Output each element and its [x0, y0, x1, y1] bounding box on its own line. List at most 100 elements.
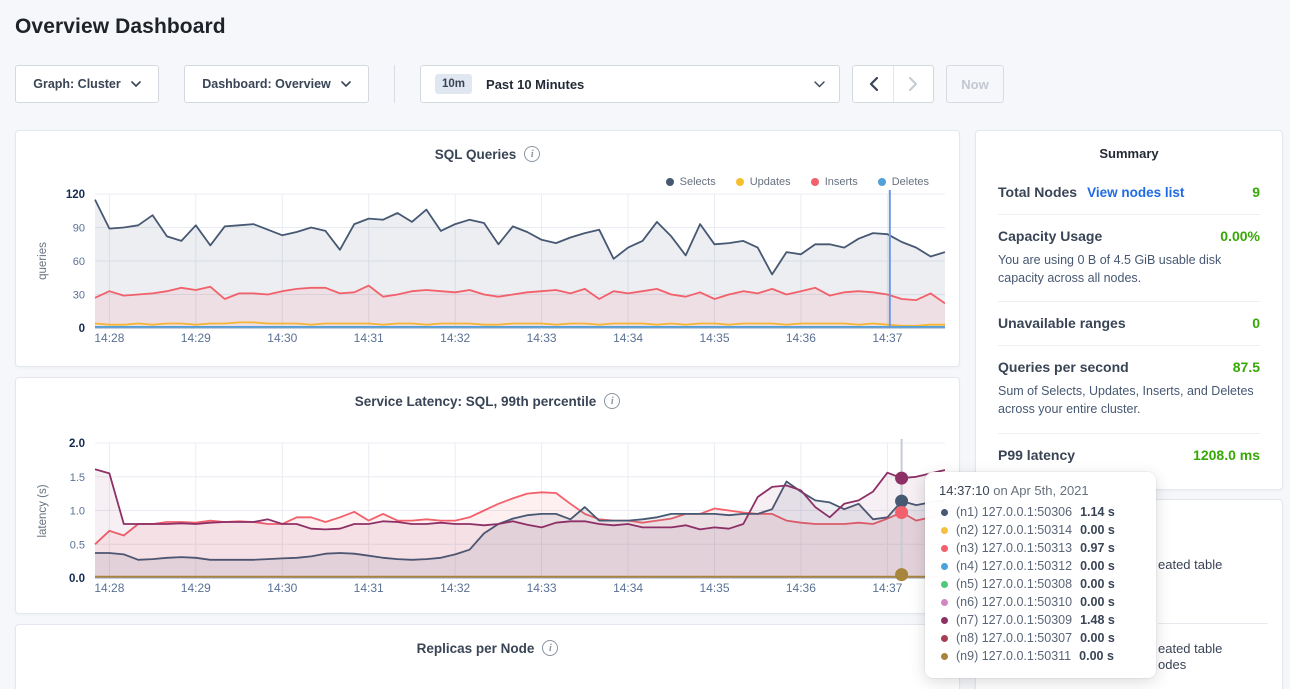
svg-text:60: 60	[73, 256, 85, 268]
node-series-dot	[941, 509, 948, 516]
chevron-down-icon	[341, 81, 351, 87]
svg-text:14:31: 14:31	[354, 581, 384, 595]
toolbar: Graph: Cluster Dashboard: Overview 10m P…	[15, 65, 1290, 103]
summary-description: You are using 0 B of 4.5 GiB usable disk…	[998, 251, 1260, 287]
chart-title: Replicas per Node	[417, 641, 535, 656]
time-range-badge: 10m	[435, 74, 472, 94]
svg-text:0: 0	[79, 323, 85, 335]
dashboard-dropdown[interactable]: Dashboard: Overview	[184, 65, 369, 103]
legend-dot	[878, 178, 886, 186]
legend-dot	[736, 178, 744, 186]
info-icon[interactable]	[604, 393, 620, 409]
node-latency-value: 0.97 s	[1080, 541, 1115, 555]
svg-text:14:32: 14:32	[440, 331, 470, 345]
svg-text:14:35: 14:35	[699, 581, 729, 595]
replicas-chart-card: Replicas per Node	[15, 624, 960, 689]
chart-title: SQL Queries	[435, 147, 517, 162]
node-series-dot	[941, 635, 948, 642]
svg-text:14:37: 14:37	[872, 331, 902, 345]
node-address: (n9) 127.0.0.1:50311	[956, 649, 1071, 663]
node-latency-value: 1.14 s	[1080, 505, 1115, 519]
svg-text:0.0: 0.0	[69, 573, 85, 585]
summary-value: 87.5	[1233, 359, 1260, 375]
summary-label: Total Nodes	[998, 184, 1077, 200]
service-latency-chart[interactable]: 14:2814:2914:3014:3114:3214:3314:3414:35…	[30, 422, 945, 607]
time-nav-group	[852, 65, 934, 103]
node-address: (n1) 127.0.0.1:50306	[956, 505, 1072, 519]
time-next-button[interactable]	[893, 66, 933, 102]
summary-value: 0.00%	[1220, 228, 1260, 244]
summary-panel: Summary Total NodesView nodes list9Capac…	[975, 130, 1283, 490]
svg-text:14:33: 14:33	[527, 331, 557, 345]
tooltip-node-row: (n2) 127.0.0.1:50314 0.00 s	[939, 521, 1142, 539]
overview-dashboard-page: Overview Dashboard Graph: Cluster Dashbo…	[0, 0, 1290, 689]
node-address: (n4) 127.0.0.1:50312	[956, 559, 1072, 573]
legend-dot	[811, 178, 819, 186]
toolbar-divider	[394, 65, 395, 103]
chevron-down-icon	[814, 81, 825, 88]
time-prev-button[interactable]	[853, 66, 893, 102]
summary-row: Unavailable ranges0	[998, 301, 1260, 345]
svg-text:1.0: 1.0	[70, 506, 85, 518]
tooltip-node-row: (n3) 127.0.0.1:503130.97 s	[939, 539, 1142, 557]
summary-label: Queries per second	[998, 359, 1129, 375]
tooltip-rows: (n1) 127.0.0.1:50306 1.14 s (n2) 127.0.0.1…	[939, 503, 1142, 665]
node-latency-value: 0.00 s	[1080, 631, 1115, 645]
svg-text:14:35: 14:35	[699, 331, 729, 345]
sql-queries-chart[interactable]: 14:2814:2914:3014:3114:3214:3314:3414:35…	[30, 187, 945, 357]
svg-text:14:32: 14:32	[440, 581, 470, 595]
tooltip-time: 14:37:10	[939, 483, 990, 498]
svg-text:14:37: 14:37	[872, 581, 902, 595]
svg-text:14:30: 14:30	[267, 331, 297, 345]
tooltip-date: on Apr 5th, 2021	[990, 483, 1089, 498]
summary-row: P99 latency1208.0 ms	[998, 433, 1260, 477]
svg-text:14:36: 14:36	[786, 331, 816, 345]
node-latency-value: 0.00 s	[1079, 649, 1114, 663]
chart-header: Service Latency: SQL, 99th percentile	[16, 378, 959, 409]
chevron-right-icon	[909, 77, 918, 91]
summary-label: Capacity Usage	[998, 228, 1102, 244]
svg-text:14:29: 14:29	[181, 581, 211, 595]
info-icon[interactable]	[542, 640, 558, 656]
node-address: (n7) 127.0.0.1:50309	[956, 613, 1072, 627]
node-latency-value: 0.00 s	[1080, 595, 1115, 609]
node-latency-value: 0.00 s	[1080, 523, 1115, 537]
svg-text:14:28: 14:28	[94, 581, 124, 595]
graph-dropdown[interactable]: Graph: Cluster	[15, 65, 159, 103]
summary-row: Total Nodes View nodes list 9	[998, 171, 1260, 214]
charts-column: SQL Queries SelectsUpdatesInsertsDeletes…	[15, 130, 960, 689]
node-series-dot	[941, 653, 948, 660]
time-range-dropdown[interactable]: 10m Past 10 Minutes	[420, 65, 840, 103]
tooltip-node-row: (n7) 127.0.0.1:50309 1.48 s	[939, 611, 1142, 629]
dashboard-dropdown-label: Dashboard: Overview	[202, 77, 331, 91]
summary-description: Sum of Selects, Updates, Inserts, and De…	[998, 382, 1260, 418]
node-latency-value: 1.48 s	[1080, 613, 1115, 627]
tooltip-node-row: (n8) 127.0.0.1:50307 0.00 s	[939, 629, 1142, 647]
svg-text:14:30: 14:30	[267, 581, 297, 595]
time-range-label: Past 10 Minutes	[486, 77, 584, 92]
chevron-down-icon	[131, 81, 141, 87]
chart-header: SQL Queries	[16, 131, 959, 162]
graph-dropdown-label: Graph: Cluster	[33, 77, 121, 91]
now-button[interactable]: Now	[946, 65, 1004, 103]
svg-text:queries: queries	[37, 242, 49, 280]
sql-queries-chart-card: SQL Queries SelectsUpdatesInsertsDeletes…	[15, 130, 960, 367]
event-text-fragment: eated table	[1158, 641, 1222, 656]
svg-text:2.0: 2.0	[69, 438, 85, 450]
svg-text:14:34: 14:34	[613, 331, 643, 345]
node-address: (n2) 127.0.0.1:50314	[956, 523, 1072, 537]
node-series-dot	[941, 563, 948, 570]
node-address: (n6) 127.0.0.1:50310	[956, 595, 1072, 609]
view-nodes-list-link[interactable]: View nodes list	[1087, 185, 1184, 200]
summary-row: Capacity Usage 0.00% You are using 0 B of …	[998, 214, 1260, 301]
node-latency-value: 0.00 s	[1080, 577, 1115, 591]
chart-hover-tooltip: 14:37:10 on Apr 5th, 2021 (n1) 127.0.0.1…	[925, 472, 1156, 678]
tooltip-node-row: (n1) 127.0.0.1:50306 1.14 s	[939, 503, 1142, 521]
chart-header: Replicas per Node	[16, 625, 959, 656]
legend-dot	[666, 178, 674, 186]
event-text-fragment: odes	[1158, 657, 1186, 672]
summary-value: 9	[1252, 184, 1260, 200]
node-address: (n8) 127.0.0.1:50307	[956, 631, 1072, 645]
svg-text:14:36: 14:36	[786, 581, 816, 595]
info-icon[interactable]	[524, 146, 540, 162]
